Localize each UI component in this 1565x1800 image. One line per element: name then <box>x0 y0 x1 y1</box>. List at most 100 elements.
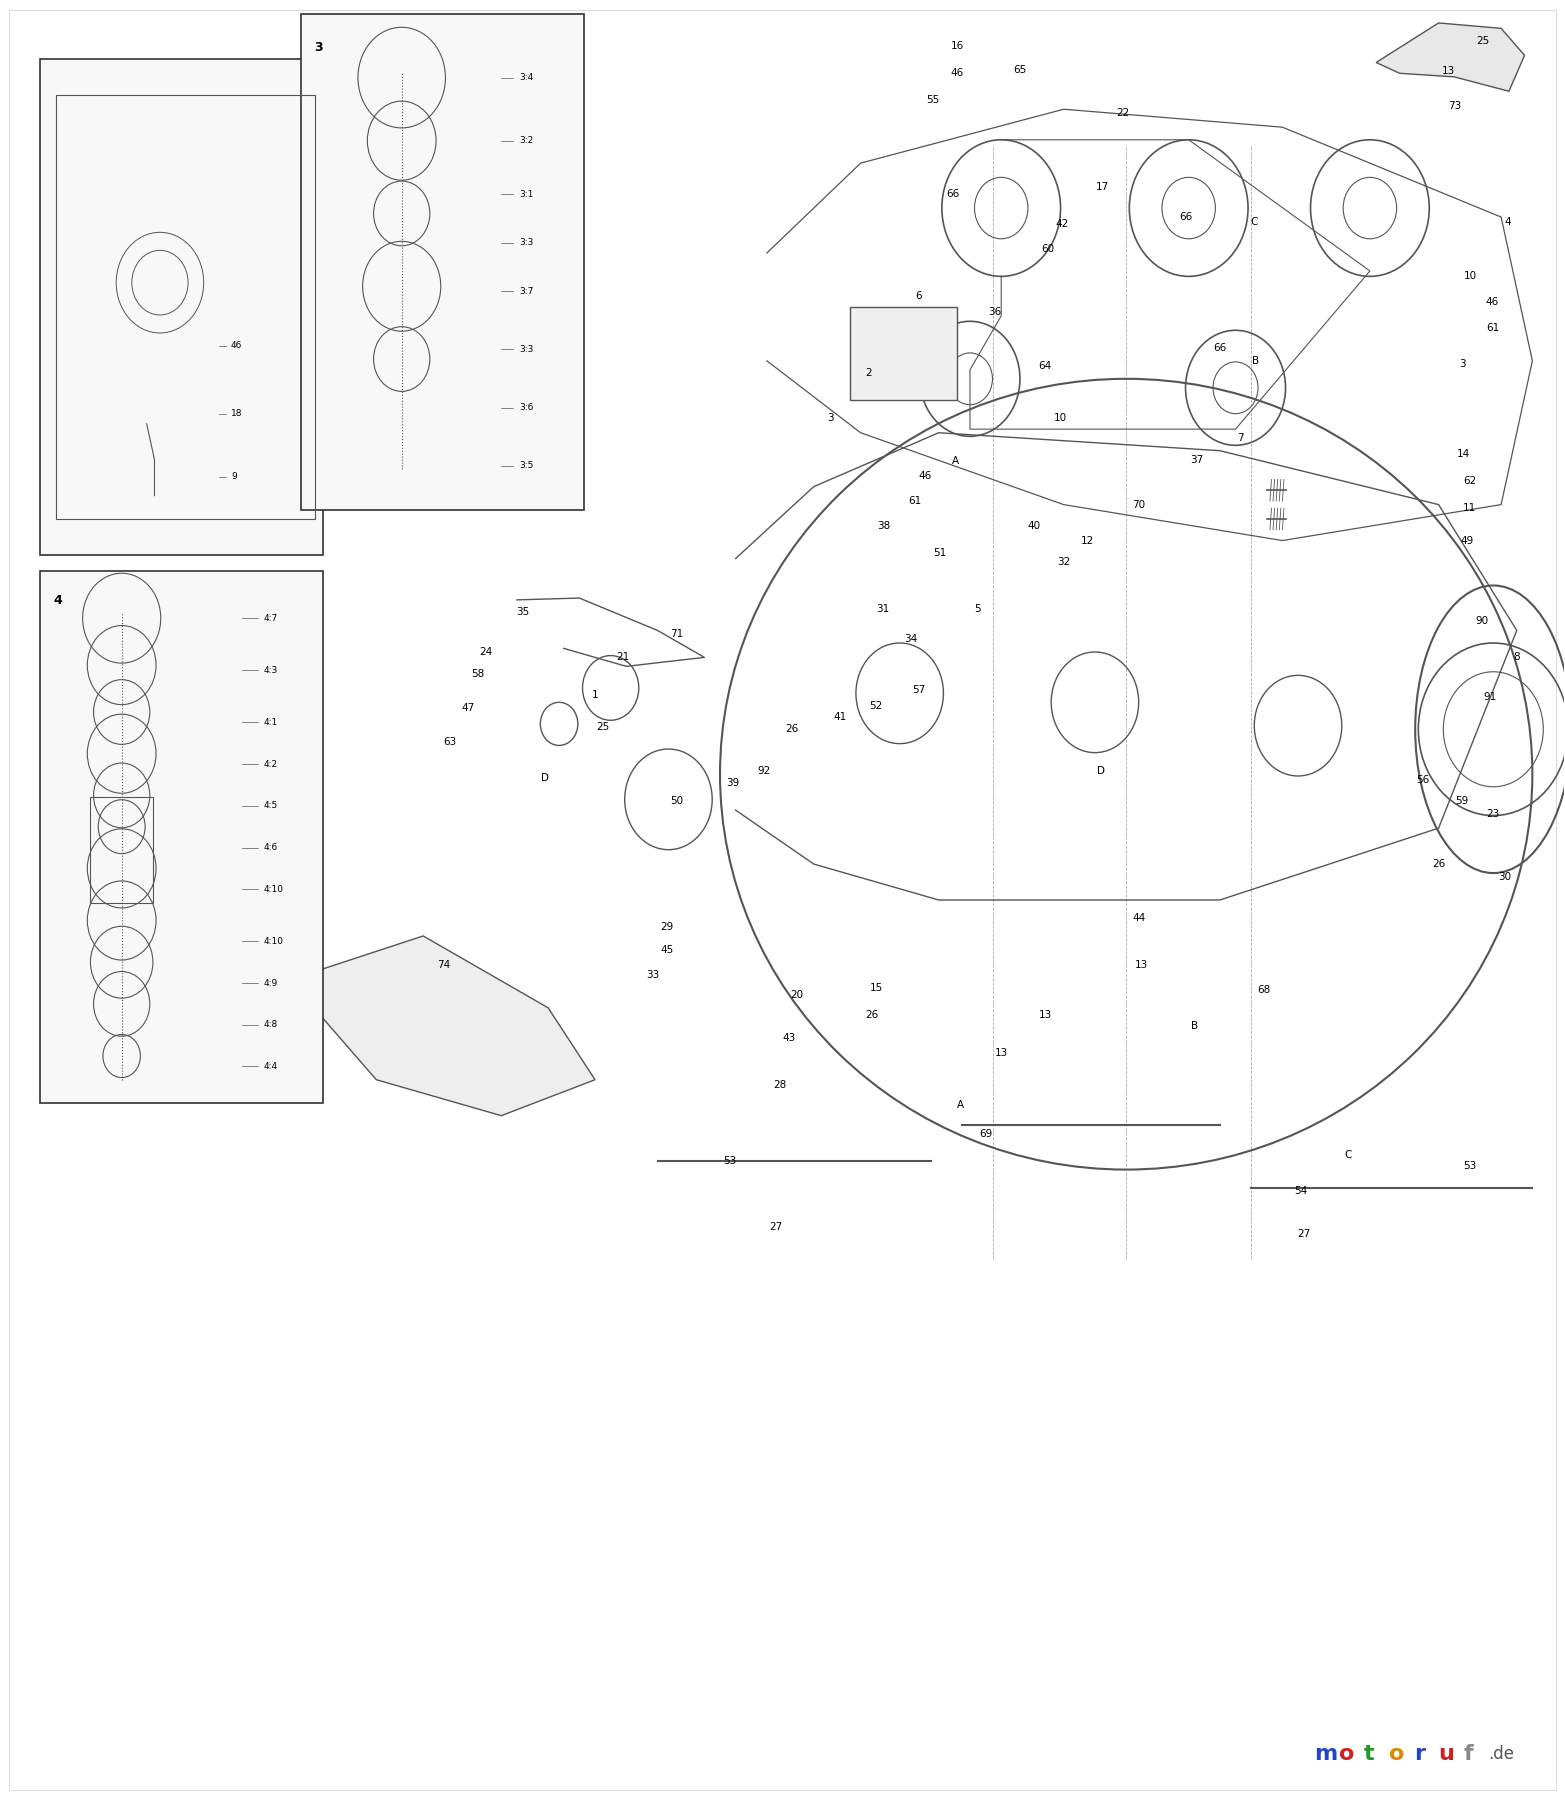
Text: 4:5: 4:5 <box>264 801 279 810</box>
Text: 4: 4 <box>53 594 61 607</box>
Text: 6: 6 <box>916 292 922 301</box>
Text: 27: 27 <box>1297 1229 1311 1238</box>
Text: D: D <box>541 772 549 783</box>
Text: 53: 53 <box>723 1156 736 1166</box>
Text: 39: 39 <box>726 778 739 788</box>
Text: 10: 10 <box>1053 414 1067 423</box>
Text: 3:3: 3:3 <box>520 238 534 247</box>
Text: u: u <box>1438 1744 1454 1764</box>
Text: 33: 33 <box>646 970 659 981</box>
Text: 55: 55 <box>926 95 939 104</box>
Text: 3:1: 3:1 <box>520 189 534 198</box>
Text: 70: 70 <box>1131 500 1146 509</box>
Text: 4:7: 4:7 <box>264 614 279 623</box>
Text: 10: 10 <box>1463 272 1476 281</box>
Text: 73: 73 <box>1448 101 1460 110</box>
Text: 3:2: 3:2 <box>520 137 534 146</box>
Text: 26: 26 <box>865 1010 878 1021</box>
Text: 63: 63 <box>443 736 457 747</box>
Text: C: C <box>1250 218 1258 227</box>
Text: 38: 38 <box>878 522 890 531</box>
Text: 4:8: 4:8 <box>264 1021 279 1030</box>
Text: 16: 16 <box>952 41 964 52</box>
Text: 20: 20 <box>790 990 803 1001</box>
Text: 3:5: 3:5 <box>520 461 534 470</box>
Text: m: m <box>1313 1744 1337 1764</box>
Text: 4: 4 <box>1504 218 1510 227</box>
Text: 56: 56 <box>1416 774 1430 785</box>
Text: 4:10: 4:10 <box>264 886 283 895</box>
Text: 41: 41 <box>834 711 847 722</box>
Text: 1: 1 <box>592 689 598 700</box>
Text: 49: 49 <box>1460 536 1473 545</box>
Text: 3:7: 3:7 <box>520 286 534 295</box>
Text: 54: 54 <box>1294 1186 1308 1197</box>
Text: 34: 34 <box>905 634 917 644</box>
Text: 22: 22 <box>1116 108 1130 117</box>
Text: 13: 13 <box>1135 959 1149 970</box>
Text: 40: 40 <box>1028 522 1041 531</box>
Text: 58: 58 <box>471 668 485 679</box>
Text: 4:1: 4:1 <box>264 718 279 727</box>
Polygon shape <box>1376 23 1524 92</box>
Text: 57: 57 <box>912 684 925 695</box>
Text: 64: 64 <box>1038 362 1052 371</box>
Text: 44: 44 <box>1131 913 1146 923</box>
Text: 45: 45 <box>660 945 673 956</box>
Text: 14: 14 <box>1457 450 1470 459</box>
Text: 61: 61 <box>1487 324 1499 333</box>
Text: 91: 91 <box>1484 691 1496 702</box>
Text: 17: 17 <box>1096 182 1110 191</box>
Text: 4:4: 4:4 <box>264 1062 279 1071</box>
Text: 25: 25 <box>1476 36 1488 47</box>
Text: B: B <box>1252 356 1260 365</box>
Text: 50: 50 <box>670 796 682 806</box>
Text: 66: 66 <box>947 189 959 198</box>
Text: 13: 13 <box>995 1048 1008 1058</box>
Text: 5: 5 <box>975 603 981 614</box>
FancyBboxPatch shape <box>302 14 584 509</box>
Text: 60: 60 <box>1042 245 1055 254</box>
Text: 13: 13 <box>1441 67 1454 76</box>
Text: 31: 31 <box>876 603 889 614</box>
Text: 4:3: 4:3 <box>264 666 279 675</box>
Text: 15: 15 <box>870 983 883 994</box>
FancyBboxPatch shape <box>41 59 324 554</box>
Text: 4:2: 4:2 <box>264 760 279 769</box>
Text: 27: 27 <box>770 1222 782 1231</box>
Text: 12: 12 <box>1080 536 1094 545</box>
Text: 7: 7 <box>1236 434 1244 443</box>
Text: D: D <box>1097 765 1105 776</box>
Text: 92: 92 <box>757 765 770 776</box>
Text: 9: 9 <box>232 472 236 481</box>
Text: 66: 66 <box>1213 344 1227 353</box>
Text: 18: 18 <box>232 409 243 418</box>
Text: 2: 2 <box>865 369 872 378</box>
Text: 46: 46 <box>919 472 931 481</box>
Text: C: C <box>1344 1150 1352 1161</box>
Text: 11: 11 <box>1463 504 1476 513</box>
Text: 26: 26 <box>1432 859 1444 869</box>
Text: 30: 30 <box>1498 871 1510 882</box>
Text: 74: 74 <box>437 959 451 970</box>
Text: 68: 68 <box>1257 985 1271 995</box>
Text: 3: 3 <box>315 41 322 54</box>
Text: t: t <box>1363 1744 1374 1764</box>
Text: 3:4: 3:4 <box>520 74 534 83</box>
Text: 46: 46 <box>1485 297 1498 306</box>
Text: 66: 66 <box>1178 212 1193 221</box>
Text: 47: 47 <box>462 702 476 713</box>
Text: 13: 13 <box>1038 1010 1052 1021</box>
Text: 25: 25 <box>596 722 609 733</box>
Text: 46: 46 <box>232 342 243 351</box>
Text: 90: 90 <box>1476 616 1488 626</box>
Text: 36: 36 <box>989 308 1002 317</box>
Text: 24: 24 <box>479 646 493 657</box>
Text: 46: 46 <box>952 68 964 77</box>
FancyBboxPatch shape <box>41 571 324 1103</box>
Text: A: A <box>958 1100 964 1111</box>
Text: 4:9: 4:9 <box>264 979 279 988</box>
Text: 3: 3 <box>1459 360 1465 369</box>
Text: .de: .de <box>1488 1744 1515 1762</box>
Text: 3: 3 <box>828 414 834 423</box>
